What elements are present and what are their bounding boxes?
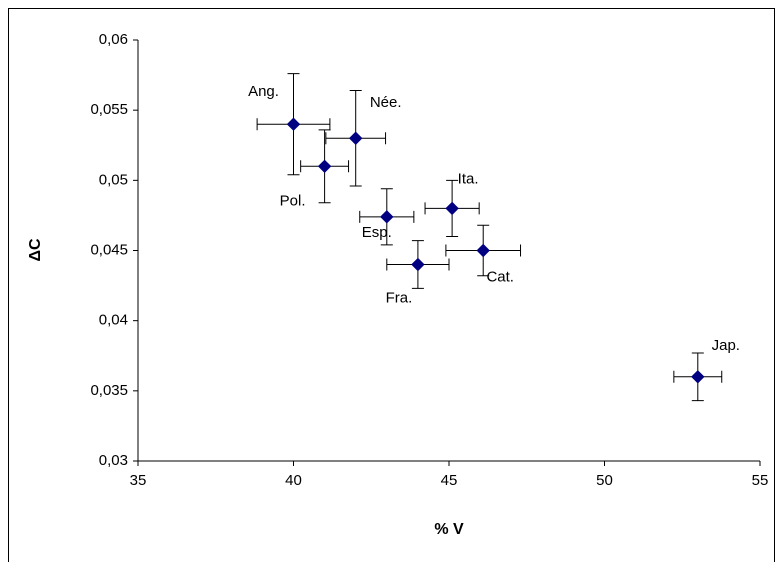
chart-frame (8, 8, 775, 562)
y-tick-label: 0,045 (90, 241, 128, 258)
point-label: Pol. (280, 192, 306, 209)
point-label: Ita. (458, 170, 479, 187)
y-axis-title: ΔC (27, 238, 44, 262)
point (691, 370, 705, 384)
point (348, 131, 363, 145)
point (286, 117, 301, 131)
y-tick-label: 0,04 (99, 312, 128, 329)
point (380, 210, 394, 224)
x-tick-label: 40 (285, 472, 302, 489)
x-tick-label: 50 (596, 472, 613, 489)
y-tick-label: 0,06 (99, 31, 128, 48)
y-tick-label: 0,03 (99, 452, 128, 469)
point (445, 201, 459, 216)
y-tick-label: 0,05 (99, 171, 128, 188)
y-tick-label: 0,055 (90, 101, 128, 118)
point-label: Fra. (386, 290, 413, 307)
point-label: Née. (370, 94, 402, 111)
point (411, 257, 425, 272)
point-label: Ang. (248, 83, 279, 100)
point-label: Esp. (362, 224, 392, 241)
point (476, 243, 490, 258)
x-axis-title: % V (434, 521, 464, 538)
x-tick-label: 55 (752, 472, 769, 489)
y-tick-label: 0,035 (90, 382, 128, 399)
point-label: Jap. (712, 337, 740, 354)
x-tick-label: 35 (130, 472, 147, 489)
x-tick-label: 45 (441, 472, 458, 489)
point (317, 159, 332, 174)
point-label: Cat. (486, 268, 514, 285)
